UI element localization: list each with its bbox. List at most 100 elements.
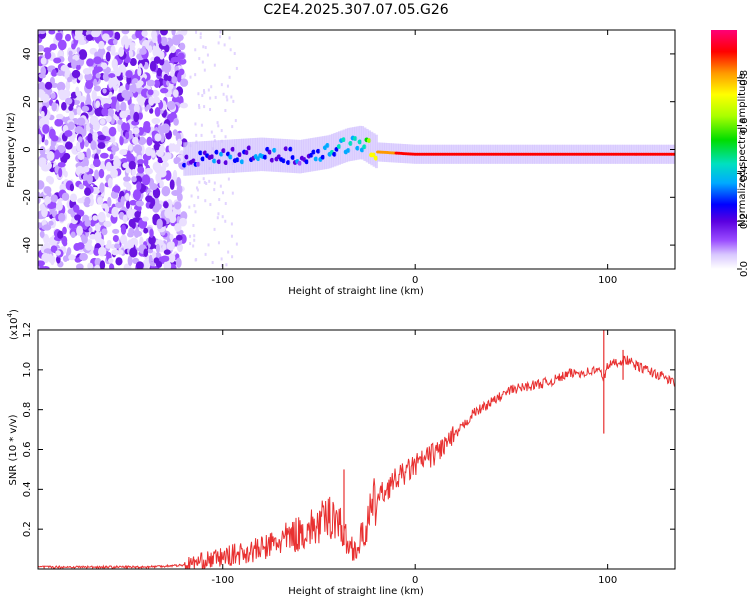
track-point xyxy=(281,158,286,164)
noise-blob xyxy=(55,32,63,41)
x-tick-label: 100 xyxy=(598,575,617,586)
noise-blob xyxy=(197,103,200,107)
track-halo xyxy=(365,128,369,163)
noise-blob xyxy=(100,62,108,70)
noise-blob xyxy=(163,249,171,255)
noise-blob xyxy=(230,222,233,226)
track-point xyxy=(209,154,215,160)
noise-blob xyxy=(137,159,145,165)
noise-blob xyxy=(64,141,73,150)
noise-blob xyxy=(175,234,183,241)
noise-blob xyxy=(194,48,197,52)
noise-blob xyxy=(95,100,100,108)
noise-blob xyxy=(213,181,216,185)
noise-blob xyxy=(77,151,85,161)
noise-blob xyxy=(192,223,195,227)
track-point xyxy=(212,158,217,164)
noise-blob xyxy=(99,182,105,194)
y-multiplier-exp: 4 xyxy=(6,312,14,317)
noise-blob xyxy=(106,108,115,117)
noise-blob xyxy=(101,228,108,236)
noise-blob xyxy=(230,95,233,99)
signal-track xyxy=(182,125,675,176)
noise-blob xyxy=(144,167,153,175)
noise-blob xyxy=(102,72,110,82)
track-point xyxy=(221,148,226,154)
noise-blob xyxy=(145,195,153,203)
noise-blob xyxy=(160,30,168,36)
noise-blob xyxy=(189,234,192,238)
top-y-ticks: -40 -20 0 20 40 xyxy=(22,48,675,253)
noise-blob xyxy=(203,180,206,184)
track-halo xyxy=(342,129,346,164)
noise-blob xyxy=(161,185,171,197)
bottom-y-ticks: 0.2 0.4 0.6 0.8 1.0 1.2 xyxy=(22,322,675,537)
noise-blob xyxy=(156,149,164,158)
noise-blob xyxy=(92,131,99,142)
noise-blob xyxy=(136,181,142,191)
noise-blob xyxy=(176,192,183,202)
noise-blob xyxy=(201,60,204,64)
noise-blob xyxy=(193,204,196,208)
noise-blob xyxy=(92,120,101,132)
track-halo xyxy=(340,130,344,164)
y-tick-label: -40 xyxy=(22,237,33,253)
track-point xyxy=(348,141,353,146)
noise-blob xyxy=(205,181,208,185)
y-multiplier-label: (x10 xyxy=(9,317,20,340)
noise-blob xyxy=(145,146,154,157)
noise-blob xyxy=(94,264,101,269)
noise-blob xyxy=(148,45,153,53)
noise-blob xyxy=(175,257,182,269)
noise-blob xyxy=(154,106,161,117)
noise-blob xyxy=(62,226,67,235)
noise-blob xyxy=(111,249,119,256)
noise-blob xyxy=(67,76,72,83)
noise-blob xyxy=(207,243,210,247)
noise-blob xyxy=(62,89,71,98)
noise-blob xyxy=(65,97,73,105)
noise-blob xyxy=(148,96,155,106)
noise-blob xyxy=(105,161,112,172)
x-tick-label: 100 xyxy=(598,275,617,286)
noise-blob xyxy=(126,209,133,219)
noise-blob xyxy=(200,133,203,137)
noise-blob xyxy=(198,57,201,61)
track-halo xyxy=(213,140,217,174)
track-point xyxy=(316,148,321,154)
y-tick-label: 0 xyxy=(22,146,33,152)
noise-blob xyxy=(174,201,182,210)
track-point xyxy=(216,159,222,165)
noise-blob xyxy=(125,70,133,79)
snr-spikes xyxy=(343,330,624,546)
noise-blob xyxy=(201,94,204,98)
noise-blob xyxy=(110,168,119,179)
x-tick-label: 0 xyxy=(412,275,418,286)
noise-blob xyxy=(91,89,97,101)
noise-blob xyxy=(78,49,88,60)
noise-blob xyxy=(113,185,121,193)
track-halo xyxy=(222,139,226,174)
y-tick-label: 0.8 xyxy=(22,402,33,418)
noise-blob xyxy=(95,72,101,79)
noise-blob xyxy=(88,227,93,233)
noise-blob xyxy=(195,186,198,190)
track-point xyxy=(336,144,342,149)
noise-blob xyxy=(173,117,179,126)
noise-blob xyxy=(80,234,86,242)
noise-blob xyxy=(179,42,186,51)
noise-blob xyxy=(40,57,47,65)
noise-blob xyxy=(84,196,91,205)
noise-blob xyxy=(92,215,99,221)
noise-blob xyxy=(137,67,142,77)
track-halo xyxy=(319,136,323,170)
track-halo xyxy=(187,142,191,176)
bottom-x-axis-label: Height of straight line (km) xyxy=(288,586,424,597)
top-y-axis-label: Frequency (Hz) xyxy=(6,112,17,188)
noise-blob xyxy=(75,63,81,71)
noise-blob xyxy=(213,227,216,231)
noise-blob xyxy=(195,30,198,34)
noise-blob xyxy=(89,233,97,240)
noise-blob xyxy=(176,138,183,147)
noise-blob xyxy=(210,130,213,134)
